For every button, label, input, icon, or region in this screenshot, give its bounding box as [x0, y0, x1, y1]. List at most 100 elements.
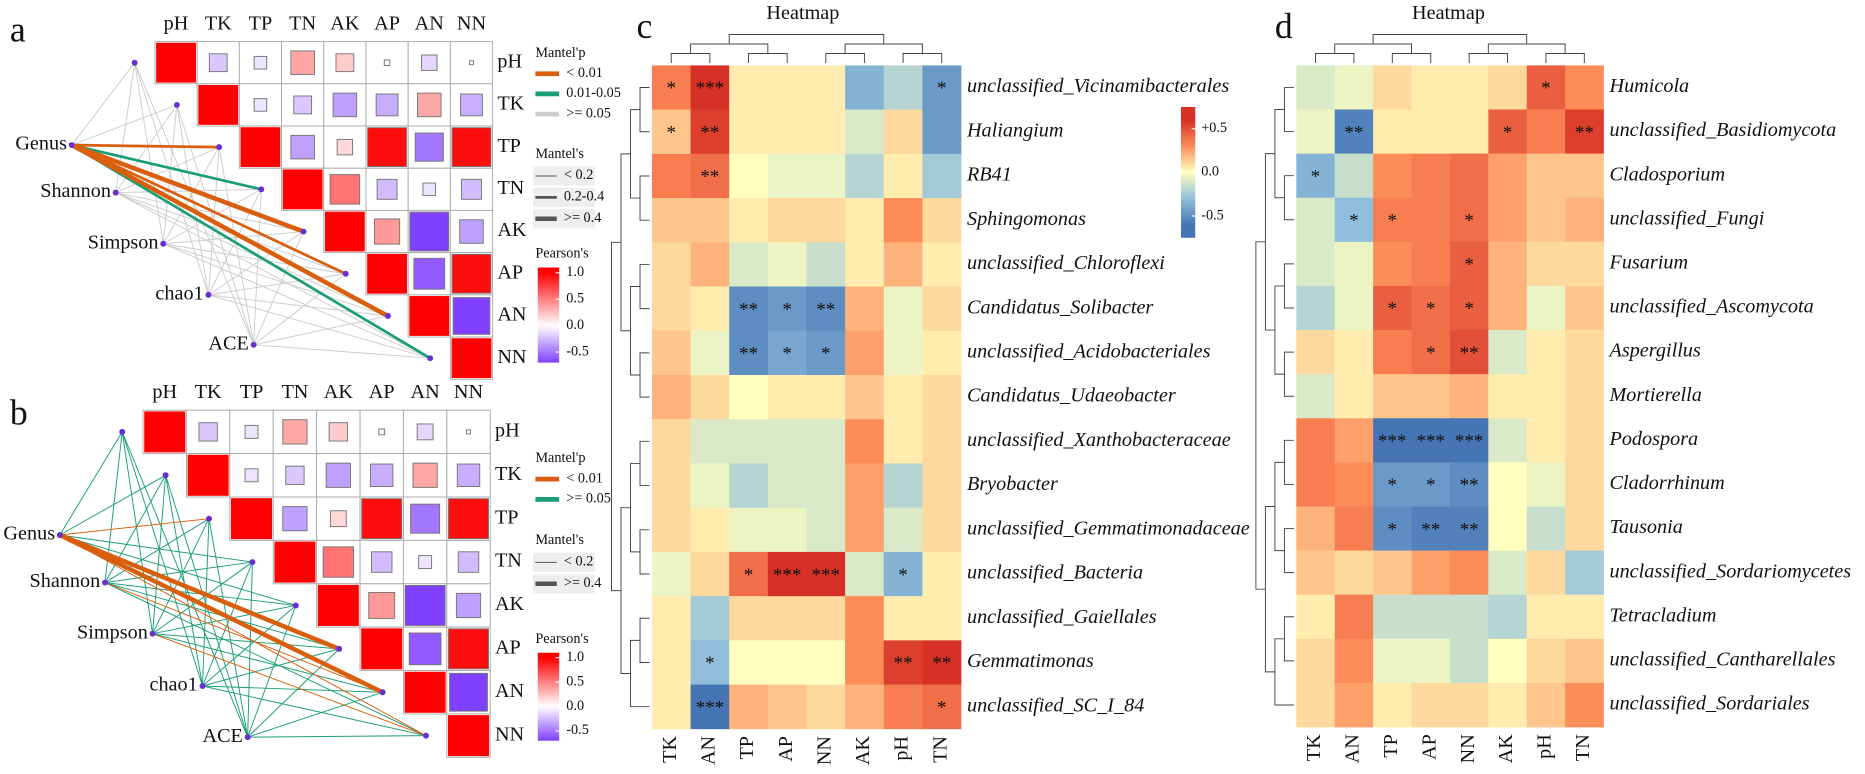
mantel-link — [104, 518, 210, 583]
chart-title: Heatmap — [1412, 2, 1485, 24]
correlation-square — [336, 138, 354, 156]
heatmap-cell — [1411, 594, 1451, 640]
correlation-square — [461, 178, 482, 200]
column-label: TN — [1572, 734, 1594, 761]
heatmap-cell — [883, 640, 923, 685]
significance: ** — [932, 653, 951, 674]
correlation-square — [322, 546, 355, 578]
mantel-link — [134, 62, 164, 244]
correlation-square — [324, 211, 365, 252]
heatmap-cell — [1565, 506, 1604, 551]
node — [206, 515, 212, 522]
legend-label: >= 0.05 — [566, 105, 611, 121]
heatmap-cell — [806, 153, 846, 199]
mantel-link — [152, 605, 296, 635]
column-label: pH — [1534, 734, 1556, 759]
correlation-square — [329, 174, 361, 205]
significance: * — [1464, 255, 1474, 276]
significance: * — [937, 697, 947, 718]
matrix-cell — [449, 41, 494, 85]
column-label: TK — [205, 13, 232, 35]
heatmap-cell — [1449, 153, 1489, 199]
column-label: TP — [736, 736, 758, 760]
source-label: ACE — [208, 332, 248, 354]
heatmap-cell — [767, 507, 807, 553]
heatmap-cell — [806, 419, 846, 464]
row-label: Bryobacter — [967, 473, 1058, 495]
colorbar-tick-label: 1.0 — [566, 649, 584, 665]
heatmap-cell — [690, 242, 730, 287]
colorbar-tick-label: 0.5 — [566, 290, 584, 306]
row-label: TK — [497, 93, 524, 115]
heatmap-cell — [845, 330, 885, 376]
correlation-square — [290, 134, 315, 160]
source-node — [244, 734, 251, 741]
heatmap-cell — [1526, 374, 1566, 419]
dendrogram — [630, 462, 641, 553]
heatmap-cell — [690, 330, 730, 376]
heatmap-cell — [1488, 506, 1528, 551]
row-label: AN — [497, 304, 527, 326]
heatmap-cell — [883, 198, 923, 243]
heatmap-cell — [1526, 153, 1566, 199]
row-label: unclassified_Cantharellales — [1609, 649, 1835, 671]
heatmap-cell — [1449, 418, 1489, 463]
legend-label: < 0.2 — [564, 167, 593, 183]
correlation-square — [451, 338, 492, 379]
heatmap-cell — [1334, 418, 1374, 463]
dendrogram — [639, 175, 650, 221]
heatmap-cell — [1488, 153, 1528, 199]
heatmap-cell — [1411, 330, 1451, 375]
dendrogram — [1283, 263, 1294, 309]
correlation-square — [451, 253, 492, 294]
heatmap-cell — [883, 596, 923, 641]
heatmap-cell — [690, 507, 730, 553]
heatmap-cell — [1373, 638, 1412, 684]
heatmap-cell — [690, 684, 730, 730]
mantel-link — [59, 534, 253, 563]
heatmap-cell — [922, 65, 962, 110]
significance: ** — [1460, 475, 1479, 496]
legend-title: Mantel'p — [535, 45, 585, 61]
legend-label: 0.2-0.4 — [564, 189, 604, 205]
heatmap-cell — [1373, 109, 1412, 154]
heatmap-cell — [1526, 506, 1566, 551]
heatmap-cell — [1373, 153, 1412, 199]
significance: *** — [1378, 431, 1407, 452]
correlation-square — [404, 671, 446, 713]
node — [384, 312, 391, 319]
row-label: NN — [497, 346, 527, 368]
heatmap-cell — [1411, 418, 1451, 463]
significance: ** — [1575, 122, 1594, 143]
row-label: Fusarium — [1608, 252, 1688, 274]
node — [342, 270, 349, 277]
legend-label: >= 0.4 — [564, 575, 601, 591]
heatmap-cell — [767, 65, 807, 110]
correlation-square — [198, 422, 218, 442]
heatmap-cell — [883, 551, 923, 597]
significance: * — [1388, 211, 1398, 232]
dendrogram — [630, 109, 641, 199]
heatmap-cell — [1565, 550, 1604, 596]
correlation-square — [455, 592, 482, 619]
row-label: Tausonia — [1609, 516, 1682, 538]
heatmap-cell — [1449, 462, 1489, 507]
mantel-link — [163, 243, 346, 275]
dendrogram — [1274, 285, 1285, 375]
correlation-square — [282, 506, 308, 532]
heatmap-cell — [767, 374, 807, 420]
correlation-square — [460, 93, 483, 117]
significance: * — [821, 344, 831, 365]
mantel-link — [163, 231, 304, 245]
heatmap-cell — [845, 109, 885, 155]
row-label: NN — [495, 723, 525, 745]
correlation-square — [409, 211, 450, 252]
dendrogram — [1283, 616, 1294, 662]
row-label: TN — [497, 177, 524, 199]
heatmap-cell — [1296, 594, 1336, 640]
column-label: TP — [1380, 734, 1402, 758]
column-label: AK — [1495, 734, 1517, 764]
heatmap-cell — [845, 286, 885, 332]
heatmap-cell — [729, 596, 769, 641]
heatmap-cell — [922, 330, 962, 376]
